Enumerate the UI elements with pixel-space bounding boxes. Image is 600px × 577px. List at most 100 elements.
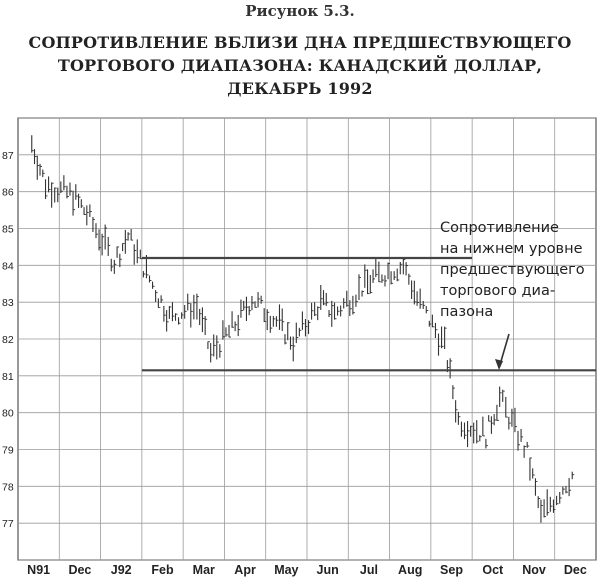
y-tick-label: 86 [2, 187, 14, 199]
price-bar [434, 322, 438, 338]
price-bar [54, 187, 57, 203]
price-bar [565, 485, 568, 494]
price-bar [216, 335, 219, 360]
y-tick-label: 78 [2, 481, 14, 493]
price-bar [243, 300, 246, 311]
price-bar [222, 320, 225, 340]
price-bar [340, 305, 343, 317]
price-bar [460, 421, 464, 437]
price-bar [333, 302, 337, 320]
x-tick-label: May [274, 563, 298, 577]
x-axis-labels: N91 Dec J92 Feb Mar Apr May Jun Jul Aug Sep Oct Nov D… [27, 563, 587, 577]
price-bar [269, 315, 273, 333]
price-bar [48, 176, 51, 193]
price-bar [92, 217, 95, 232]
price-bar [311, 302, 314, 320]
y-tick-label: 85 [2, 224, 14, 236]
price-bar [325, 292, 329, 306]
price-bar [369, 275, 373, 294]
price-bar [428, 320, 432, 327]
price-bar [413, 280, 417, 305]
price-bar [104, 224, 108, 250]
price-bar [352, 295, 355, 315]
price-bar [95, 223, 98, 239]
price-bar [549, 496, 553, 512]
price-bar [367, 269, 370, 295]
y-tick-label: 83 [2, 297, 14, 309]
price-bar [559, 492, 562, 504]
price-bar [57, 187, 60, 203]
price-bar [502, 389, 505, 402]
price-bar [571, 471, 575, 480]
annotation-line: Сопротивление [440, 220, 559, 236]
price-bar [402, 257, 406, 275]
price-bar [390, 271, 394, 285]
price-bar [245, 296, 249, 322]
price-bar [455, 400, 458, 423]
price-bar [116, 246, 120, 258]
x-tick-label: Aug [398, 563, 422, 577]
y-tick-label: 82 [2, 334, 14, 346]
price-bar [199, 308, 202, 326]
x-tick-label: Dec [68, 563, 91, 577]
price-bar [98, 229, 102, 251]
price-bar [568, 478, 572, 497]
price-bar [42, 169, 45, 178]
price-bar [355, 294, 358, 307]
price-bar [207, 341, 210, 349]
price-bar [384, 275, 387, 287]
price-bar [314, 302, 317, 317]
x-tick-label: J92 [111, 563, 132, 577]
price-bar [36, 155, 40, 180]
price-bar [508, 416, 511, 430]
price-bar [60, 181, 63, 194]
price-bar [257, 292, 261, 308]
price-bar [44, 179, 48, 200]
price-bar [275, 316, 279, 327]
price-bar [499, 386, 502, 407]
x-tick-label: Nov [522, 563, 546, 577]
price-bar [473, 422, 476, 444]
chart-title-line-3: ДЕКАБРЬ 1992 [227, 79, 373, 98]
price-bar [425, 306, 429, 314]
price-bar [479, 435, 482, 442]
price-bar [122, 243, 125, 252]
price-bar [396, 268, 400, 282]
price-bar [78, 193, 81, 208]
price-bar [393, 271, 397, 281]
price-bar [387, 262, 391, 280]
price-bar [482, 416, 485, 437]
price-bar [142, 271, 146, 278]
price-bar [66, 185, 69, 199]
price-bar [51, 182, 54, 208]
price-bar [485, 438, 488, 449]
x-tick-label: Oct [482, 563, 504, 577]
price-bar [80, 199, 84, 208]
price-bar [470, 425, 473, 437]
price-bar [130, 229, 134, 241]
price-bar [133, 244, 137, 265]
price-bar [523, 445, 527, 458]
price-bar [263, 308, 267, 323]
price-bar [320, 285, 323, 310]
price-bar [201, 307, 205, 333]
x-tick-label: Jul [360, 563, 378, 577]
price-bar [225, 327, 228, 337]
price-bar [231, 311, 235, 328]
price-bar [184, 305, 187, 319]
price-bar [83, 207, 87, 215]
price-bar [449, 358, 453, 379]
price-bar [493, 414, 497, 426]
price-bar [292, 336, 296, 362]
annotation-line: на нижнем уровне [440, 241, 583, 257]
price-bar [287, 322, 290, 341]
price-bar [437, 333, 441, 356]
chart-grid [17, 117, 597, 561]
price-bar [171, 302, 175, 322]
figure-label: Рисунок 5.3. [245, 2, 355, 20]
price-bar [361, 290, 365, 297]
price-bar [75, 184, 78, 200]
price-bar [540, 499, 543, 523]
price-bar [284, 334, 287, 345]
price-bar [248, 305, 252, 316]
